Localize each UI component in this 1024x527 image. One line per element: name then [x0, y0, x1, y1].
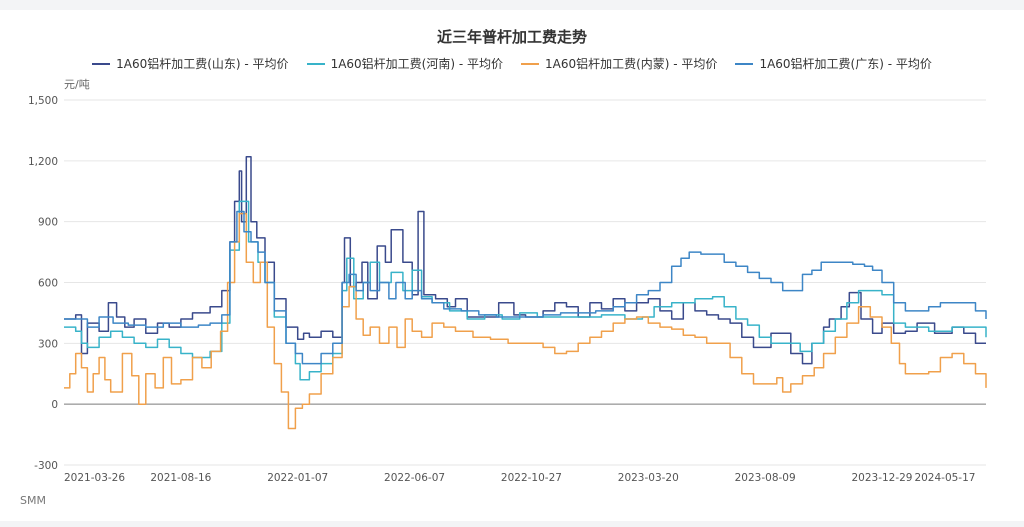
- y-tick-label: 900: [38, 217, 58, 229]
- y-tick-label: 1,500: [28, 95, 58, 107]
- x-tick-label: 2024-05-17: [914, 472, 975, 484]
- legend-swatch-neimeng: [521, 62, 539, 65]
- y-tick-label: 0: [51, 399, 58, 411]
- legend: 1A60铝杆加工费(山东) - 平均价 1A60铝杆加工费(河南) - 平均价 …: [0, 55, 1024, 72]
- series-line-1: [64, 200, 987, 381]
- x-tick-label: 2023-08-09: [735, 472, 796, 484]
- y-tick-label: 300: [38, 338, 58, 350]
- top-border: [0, 0, 1024, 10]
- series-line-2: [64, 212, 987, 430]
- legend-swatch-guangdong: [735, 62, 754, 65]
- series-line-0: [64, 156, 986, 365]
- x-tick-label: 2021-03-26: [64, 472, 125, 484]
- legend-label-henan: 1A60铝杆加工费(河南) - 平均价: [330, 57, 503, 71]
- legend-label-guangdong: 1A60铝杆加工费(广东) - 平均价: [759, 57, 932, 71]
- legend-item-henan[interactable]: 1A60铝杆加工费(河南) - 平均价: [306, 55, 503, 72]
- x-tick-label: 2023-03-20: [618, 472, 679, 484]
- legend-item-shandong[interactable]: 1A60铝杆加工费(山东) - 平均价: [92, 55, 289, 72]
- bottom-border: [0, 521, 1024, 527]
- chart-title: 近三年普杆加工费走势: [436, 28, 587, 46]
- y-tick-label: 600: [38, 278, 58, 290]
- legend-label-neimeng: 1A60铝杆加工费(内蒙) - 平均价: [545, 57, 718, 71]
- y-tick-label: 1,200: [28, 156, 58, 168]
- y-tick-label: -300: [34, 460, 58, 472]
- x-tick-label: 2021-08-16: [150, 472, 211, 484]
- legend-swatch-henan: [306, 62, 325, 65]
- legend-item-guangdong[interactable]: 1A60铝杆加工费(广东) - 平均价: [735, 55, 932, 72]
- legend-item-neimeng[interactable]: 1A60铝杆加工费(内蒙) - 平均价: [521, 55, 717, 72]
- y-axis-unit: 元/吨: [64, 78, 90, 91]
- x-tick-label: 2022-10-27: [501, 472, 562, 484]
- x-tick-label: 2022-01-07: [267, 472, 328, 484]
- series-line-3: [64, 210, 987, 365]
- x-tick-label: 2022-06-07: [384, 472, 445, 484]
- source-label: SMM: [20, 494, 46, 507]
- legend-label-shandong: 1A60铝杆加工费(山东) - 平均价: [116, 57, 289, 71]
- legend-swatch-shandong: [92, 62, 111, 65]
- x-tick-label: 2023-12-29: [851, 472, 912, 484]
